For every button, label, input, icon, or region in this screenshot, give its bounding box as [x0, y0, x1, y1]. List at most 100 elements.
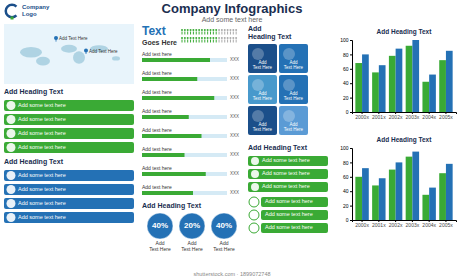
data-label: 20% [184, 221, 200, 230]
person-icon [190, 29, 192, 35]
person-icon [212, 29, 214, 35]
axis-line [350, 41, 353, 113]
bar-note: XXX [230, 95, 239, 100]
tick-label: 2001x [372, 114, 386, 120]
item-label: Add some text here [262, 157, 310, 163]
continent [36, 57, 50, 66]
tick-label: 2004x [422, 114, 436, 120]
tick-label: 2002x [389, 222, 403, 228]
tick-label: 20 [343, 203, 349, 209]
text-list: Add some text hereAdd some text hereAdd … [249, 197, 328, 233]
bar [142, 153, 185, 157]
person-icon [187, 37, 189, 43]
person-icon [184, 29, 186, 35]
bar-label: Add text here [142, 184, 172, 190]
person-body [210, 40, 211, 43]
person-head [218, 37, 220, 39]
bar [422, 195, 429, 220]
item-icon [251, 170, 259, 178]
chart-title: Add Heading Text [377, 136, 433, 144]
tick-label: 20 [343, 95, 349, 101]
person-head [218, 29, 220, 31]
person-body [199, 40, 200, 43]
person-body [196, 32, 197, 35]
person-head [195, 29, 197, 31]
bar [406, 157, 413, 220]
item-icon [7, 185, 16, 194]
person-head [192, 37, 194, 39]
bars [355, 40, 452, 112]
x-tick: 2003x [406, 112, 420, 120]
heading: Add Heading Text [142, 202, 202, 210]
bar-track [142, 77, 227, 81]
bar [412, 152, 419, 220]
item-label: Add some text here [262, 183, 310, 189]
circle-label-line: Text Here [181, 246, 203, 252]
bar-track [142, 58, 227, 62]
person-body [221, 32, 222, 35]
bar-label: Add text here [142, 70, 172, 76]
tile-label-line: Add [289, 122, 298, 127]
circle-label-line: Text Here [213, 246, 235, 252]
bar-note: XXX [230, 190, 239, 195]
heading: Add Heading Text [4, 88, 64, 96]
subtitle: Add some text here [202, 16, 263, 23]
tile-icon [283, 110, 295, 122]
item-icon [249, 223, 259, 233]
bar [142, 115, 189, 119]
tick-label: 40 [343, 80, 349, 86]
person-head [235, 37, 237, 39]
person-icon [198, 29, 200, 35]
heading: Text [142, 24, 166, 38]
person-body [196, 40, 197, 43]
person-body [227, 40, 228, 43]
tile-label: AddText Here [284, 60, 304, 70]
tile-label: AddText Here [253, 122, 273, 132]
tick-label: 2005x [439, 222, 453, 228]
person-icon [207, 37, 209, 43]
stat-circle [147, 213, 173, 239]
person-head [190, 37, 192, 39]
y-tick: 80 [343, 160, 352, 166]
bar [429, 75, 436, 112]
person-icon [235, 29, 237, 35]
person-head [187, 37, 189, 39]
item-label: Add some text here [265, 211, 313, 217]
tick-label: 2001x [372, 222, 386, 228]
item-icon [7, 115, 16, 124]
bar-label: Add text here [142, 108, 172, 114]
tick-label: 0 [346, 217, 349, 223]
chart-title: Add Heading Text [377, 28, 433, 36]
bar [379, 178, 386, 220]
person-body [221, 40, 222, 43]
person-body [236, 40, 237, 43]
person-body [184, 32, 185, 35]
continent [20, 47, 42, 58]
y-tick: 40 [343, 80, 352, 86]
world-map: Add Text HereAdd Text Here [4, 24, 134, 84]
tick-label: 80 [343, 160, 349, 166]
x-tick: 2000x [355, 220, 369, 228]
item-bar [4, 212, 134, 223]
tile-icon [252, 48, 264, 60]
tile-label-line: Add [258, 122, 267, 127]
person-icon [229, 37, 231, 43]
person-head [215, 29, 217, 31]
tick-label: 100 [340, 37, 349, 43]
tile-icon [283, 48, 295, 60]
item-icon [249, 197, 259, 207]
person-body [184, 40, 185, 43]
item-bar [248, 169, 328, 179]
person-icon [218, 29, 220, 35]
item-icon [249, 210, 259, 220]
tick-mark [350, 206, 352, 207]
infographic: Company InfographicsAdd some text hereCo… [0, 0, 463, 280]
x-tick: 2004x [422, 112, 436, 120]
pictogram: TextGoes Here [142, 24, 237, 46]
bar [362, 54, 369, 112]
person-icon [212, 37, 214, 43]
subheading: Goes Here [142, 39, 177, 46]
person-head [227, 29, 229, 31]
person-body [230, 32, 231, 35]
person-icon [221, 29, 223, 35]
